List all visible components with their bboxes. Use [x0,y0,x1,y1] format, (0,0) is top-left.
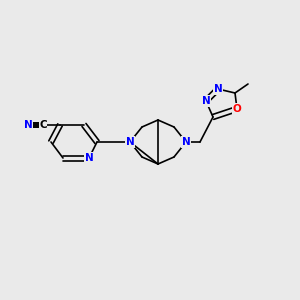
Text: C: C [39,120,47,130]
Text: N: N [202,96,210,106]
Text: N: N [214,84,222,94]
Text: N: N [126,137,134,147]
Text: O: O [232,104,242,114]
Text: N: N [85,153,93,163]
Text: N: N [182,137,190,147]
Text: N: N [24,120,32,130]
